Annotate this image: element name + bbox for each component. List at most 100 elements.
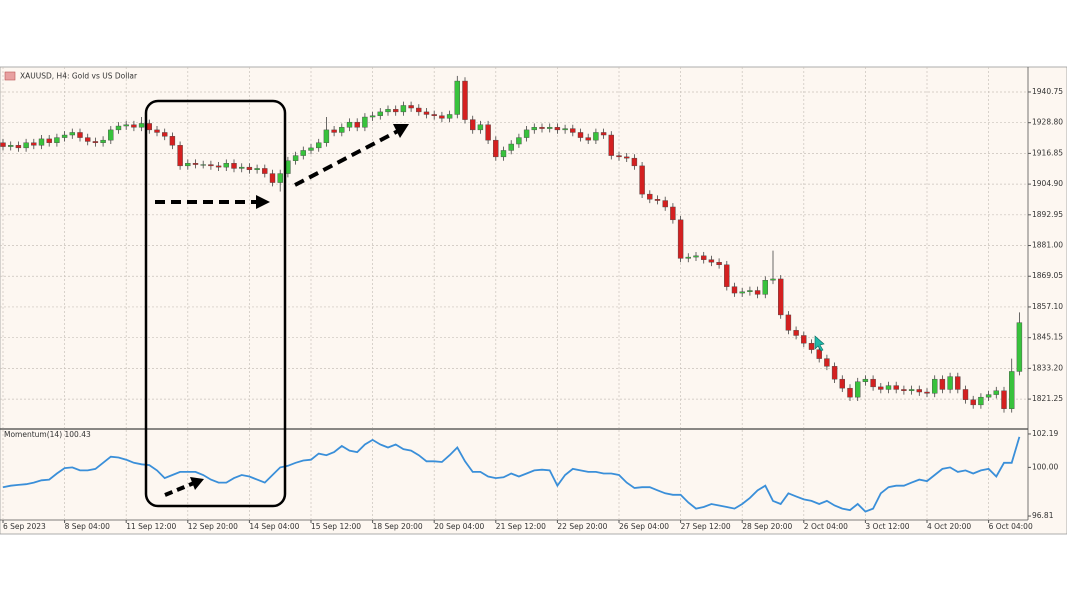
candle-body (346, 121, 353, 128)
candle-body (354, 121, 360, 128)
candle-body (870, 378, 876, 388)
candle-body (993, 390, 999, 395)
y-tick-label: 1881.00 (1032, 241, 1063, 250)
candle-body (485, 124, 491, 141)
candle-body (77, 132, 83, 138)
y2-tick-label: 100.00 (1032, 462, 1058, 471)
candle-body (808, 342, 815, 350)
x-tick-label: 11 Sep 12:00 (126, 522, 176, 531)
candle-body (169, 136, 176, 146)
x-tick-label: 3 Oct 12:00 (865, 522, 909, 531)
candle-body (84, 137, 91, 142)
candle-body (146, 123, 153, 131)
candle-body (631, 157, 638, 167)
candle-body (154, 129, 160, 133)
candle-body (0, 142, 6, 147)
candle-body (115, 125, 122, 131)
candle-body (254, 168, 260, 170)
candle-body (816, 349, 822, 359)
candle-body (100, 139, 106, 143)
candle-body (516, 137, 522, 145)
candle-body (570, 128, 576, 133)
candle-body (31, 142, 37, 146)
x-tick-label: 6 Sep 2023 (3, 522, 46, 531)
candle-body (778, 278, 784, 316)
y-tick-label: 1940.75 (1032, 87, 1063, 96)
candle-body (54, 137, 60, 143)
y-tick-label: 1904.90 (1032, 179, 1063, 188)
y-tick-label: 1916.85 (1032, 148, 1063, 157)
candle-body (916, 389, 922, 393)
candle-body (716, 262, 722, 266)
candle-body (493, 139, 499, 158)
candle-body (616, 155, 622, 158)
candle-body (423, 111, 430, 115)
candle-body (523, 129, 530, 138)
candle-body (246, 166, 253, 170)
candle-body (108, 129, 114, 141)
candle-body (69, 132, 76, 136)
candle-body (978, 396, 984, 406)
candle-body (431, 114, 437, 116)
candle-body (885, 385, 892, 390)
candle-body (61, 134, 68, 138)
candle-body (446, 114, 453, 119)
x-tick-label: 14 Sep 04:00 (249, 522, 299, 531)
candle-body (470, 119, 476, 131)
candle-body (393, 109, 399, 113)
candle-body (985, 394, 992, 398)
candle-body (831, 366, 838, 380)
candle-body (316, 142, 322, 149)
candle-body (939, 378, 946, 390)
candle-body (770, 278, 776, 281)
indicator-label: Momentum(14) 100.43 (4, 430, 91, 439)
candle-body (747, 290, 753, 292)
candle-body (785, 314, 792, 331)
candle-body (477, 124, 484, 131)
candle-body (624, 156, 630, 159)
candle-body (724, 264, 730, 287)
candle-body (539, 127, 545, 129)
candle-body (215, 165, 222, 168)
y-tick-label: 1857.10 (1032, 302, 1063, 311)
candle-body (300, 150, 306, 156)
candle-body (131, 124, 137, 128)
candle-body (647, 193, 653, 200)
arrow-line (164, 481, 195, 497)
candle-body (708, 259, 715, 263)
candle-body (238, 166, 245, 169)
y-tick-label: 1892.95 (1032, 210, 1063, 219)
candle-body (593, 132, 599, 141)
y-tick-label: 1928.80 (1032, 118, 1063, 127)
candle-body (847, 387, 853, 398)
candle-body (416, 107, 422, 113)
y-tick-label: 1869.05 (1032, 271, 1063, 280)
x-tick-label: 21 Sep 12:00 (496, 522, 546, 531)
candle-body (369, 115, 376, 118)
x-tick-label: 12 Sep 20:00 (188, 522, 238, 531)
candle-body (862, 378, 869, 382)
candle-body (693, 255, 699, 258)
candle-body (824, 358, 830, 367)
candle-body (924, 391, 930, 394)
candle-body (793, 330, 799, 336)
marks (0, 75, 1023, 513)
candle-body (670, 206, 676, 221)
arrow-head (256, 195, 270, 209)
candle-body (562, 128, 568, 131)
candle-body (878, 386, 884, 390)
arrow-head (190, 477, 204, 490)
x-tick-label: 28 Sep 20:00 (742, 522, 792, 531)
candle-body (508, 143, 514, 151)
candle-body (947, 376, 953, 390)
candle-body (585, 137, 591, 141)
candle-body (46, 138, 52, 143)
candle-body (1016, 322, 1023, 372)
candle-body (385, 109, 391, 113)
y-tick-label: 1845.15 (1032, 333, 1063, 342)
y2-tick-label: 102.19 (1032, 429, 1058, 438)
candle-body (955, 376, 961, 390)
candle-body (23, 142, 29, 149)
candle-body (600, 132, 607, 136)
